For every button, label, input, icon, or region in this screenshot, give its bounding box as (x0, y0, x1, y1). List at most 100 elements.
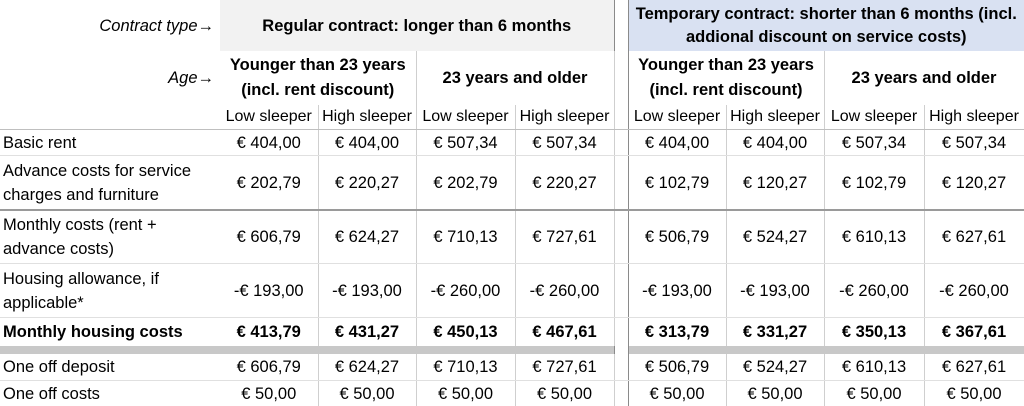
temporary-contract-header: Temporary contract: shorter than 6 month… (628, 0, 1024, 51)
column-divider (614, 0, 628, 51)
row-label: Monthly housing costs (0, 318, 220, 347)
value-cell: € 120,27 (924, 156, 1024, 211)
column-divider (614, 156, 628, 211)
table-row-monthly-housing-costs: Monthly housing costs € 413,79 € 431,27 … (0, 318, 1024, 347)
sleeper-header: Low sleeper (628, 105, 726, 130)
value-cell: € 606,79 (220, 210, 318, 264)
value-cell: € 710,13 (416, 210, 515, 264)
value-cell: € 50,00 (924, 381, 1024, 406)
table-row-one-off-costs: One off costs € 50,00 € 50,00 € 50,00 € … (0, 381, 1024, 406)
age-header-under-23: Younger than 23 years (incl. rent discou… (220, 51, 416, 105)
sleeper-header: High sleeper (924, 105, 1024, 130)
value-cell: € 202,79 (416, 156, 515, 211)
column-divider (614, 346, 628, 354)
value-cell: € 507,34 (824, 130, 924, 156)
sleeper-header: Low sleeper (824, 105, 924, 130)
row-label: One off deposit (0, 354, 220, 381)
value-cell: -€ 260,00 (515, 264, 614, 318)
value-cell: -€ 193,00 (628, 264, 726, 318)
empty-cell (0, 105, 220, 130)
value-cell: -€ 193,00 (726, 264, 824, 318)
value-cell: € 413,79 (220, 318, 318, 347)
value-cell: € 404,00 (726, 130, 824, 156)
value-cell: € 50,00 (515, 381, 614, 406)
age-header-23-and-older: 23 years and older (416, 51, 614, 105)
value-cell: € 50,00 (726, 381, 824, 406)
value-cell: € 313,79 (628, 318, 726, 347)
row-label: Basic rent (0, 130, 220, 156)
value-cell: -€ 193,00 (318, 264, 416, 318)
age-label: Age→ (0, 51, 220, 105)
table-row-one-off-deposit: One off deposit € 606,79 € 624,27 € 710,… (0, 354, 1024, 381)
separator-row (0, 346, 1024, 354)
sleeper-row: Low sleeper High sleeper Low sleeper Hig… (0, 105, 1024, 130)
sleeper-header: High sleeper (515, 105, 614, 130)
table-row-basic-rent: Basic rent € 404,00 € 404,00 € 507,34 € … (0, 130, 1024, 156)
sleeper-header: High sleeper (726, 105, 824, 130)
table-row-advance-costs: Advance costs for service charges and fu… (0, 156, 1024, 211)
column-divider (614, 105, 628, 130)
sleeper-header: Low sleeper (220, 105, 318, 130)
row-label: Advance costs for service charges and fu… (0, 156, 220, 211)
value-cell: € 50,00 (318, 381, 416, 406)
value-cell: € 624,27 (318, 210, 416, 264)
value-cell: € 450,13 (416, 318, 515, 347)
row-label: Monthly costs (rent + advance costs) (0, 210, 220, 264)
column-divider (614, 130, 628, 156)
value-cell: € 606,79 (220, 354, 318, 381)
value-cell: € 507,34 (416, 130, 515, 156)
value-cell: € 50,00 (220, 381, 318, 406)
sleeper-header: Low sleeper (416, 105, 515, 130)
value-cell: € 50,00 (416, 381, 515, 406)
column-divider (614, 318, 628, 347)
sleeper-header: High sleeper (318, 105, 416, 130)
value-cell: € 710,13 (416, 354, 515, 381)
value-cell: € 627,61 (924, 354, 1024, 381)
value-cell: € 367,61 (924, 318, 1024, 347)
value-cell: € 50,00 (824, 381, 924, 406)
value-cell: € 102,79 (824, 156, 924, 211)
separator-bar (628, 346, 1024, 354)
value-cell: € 507,34 (515, 130, 614, 156)
value-cell: € 727,61 (515, 210, 614, 264)
regular-contract-header: Regular contract: longer than 6 months (220, 0, 614, 51)
value-cell: € 524,27 (726, 354, 824, 381)
column-divider (614, 210, 628, 264)
value-cell: € 404,00 (318, 130, 416, 156)
column-divider (614, 381, 628, 406)
table-row-monthly-costs: Monthly costs (rent + advance costs) € 6… (0, 210, 1024, 264)
value-cell: € 120,27 (726, 156, 824, 211)
value-cell: € 610,13 (824, 210, 924, 264)
column-divider (614, 354, 628, 381)
separator-bar (0, 346, 614, 354)
value-cell: € 624,27 (318, 354, 416, 381)
value-cell: € 350,13 (824, 318, 924, 347)
age-header-23-and-older: 23 years and older (824, 51, 1024, 105)
contract-type-label: Contract type→ (0, 0, 220, 51)
column-divider (614, 264, 628, 318)
value-cell: € 727,61 (515, 354, 614, 381)
value-cell: € 50,00 (628, 381, 726, 406)
value-cell: -€ 260,00 (824, 264, 924, 318)
row-label: One off costs (0, 381, 220, 406)
value-cell: € 102,79 (628, 156, 726, 211)
value-cell: € 331,27 (726, 318, 824, 347)
contract-type-row: Contract type→ Regular contract: longer … (0, 0, 1024, 51)
value-cell: € 506,79 (628, 210, 726, 264)
value-cell: € 404,00 (220, 130, 318, 156)
value-cell: -€ 260,00 (416, 264, 515, 318)
age-header-under-23: Younger than 23 years (incl. rent discou… (628, 51, 824, 105)
value-cell: € 404,00 (628, 130, 726, 156)
value-cell: -€ 193,00 (220, 264, 318, 318)
age-row: Age→ Younger than 23 years (incl. rent d… (0, 51, 1024, 105)
value-cell: € 431,27 (318, 318, 416, 347)
value-cell: € 524,27 (726, 210, 824, 264)
value-cell: € 506,79 (628, 354, 726, 381)
value-cell: € 627,61 (924, 210, 1024, 264)
value-cell: € 610,13 (824, 354, 924, 381)
value-cell: -€ 260,00 (924, 264, 1024, 318)
row-label: Housing allowance, if applicable* (0, 264, 220, 318)
value-cell: € 202,79 (220, 156, 318, 211)
value-cell: € 220,27 (515, 156, 614, 211)
value-cell: € 220,27 (318, 156, 416, 211)
